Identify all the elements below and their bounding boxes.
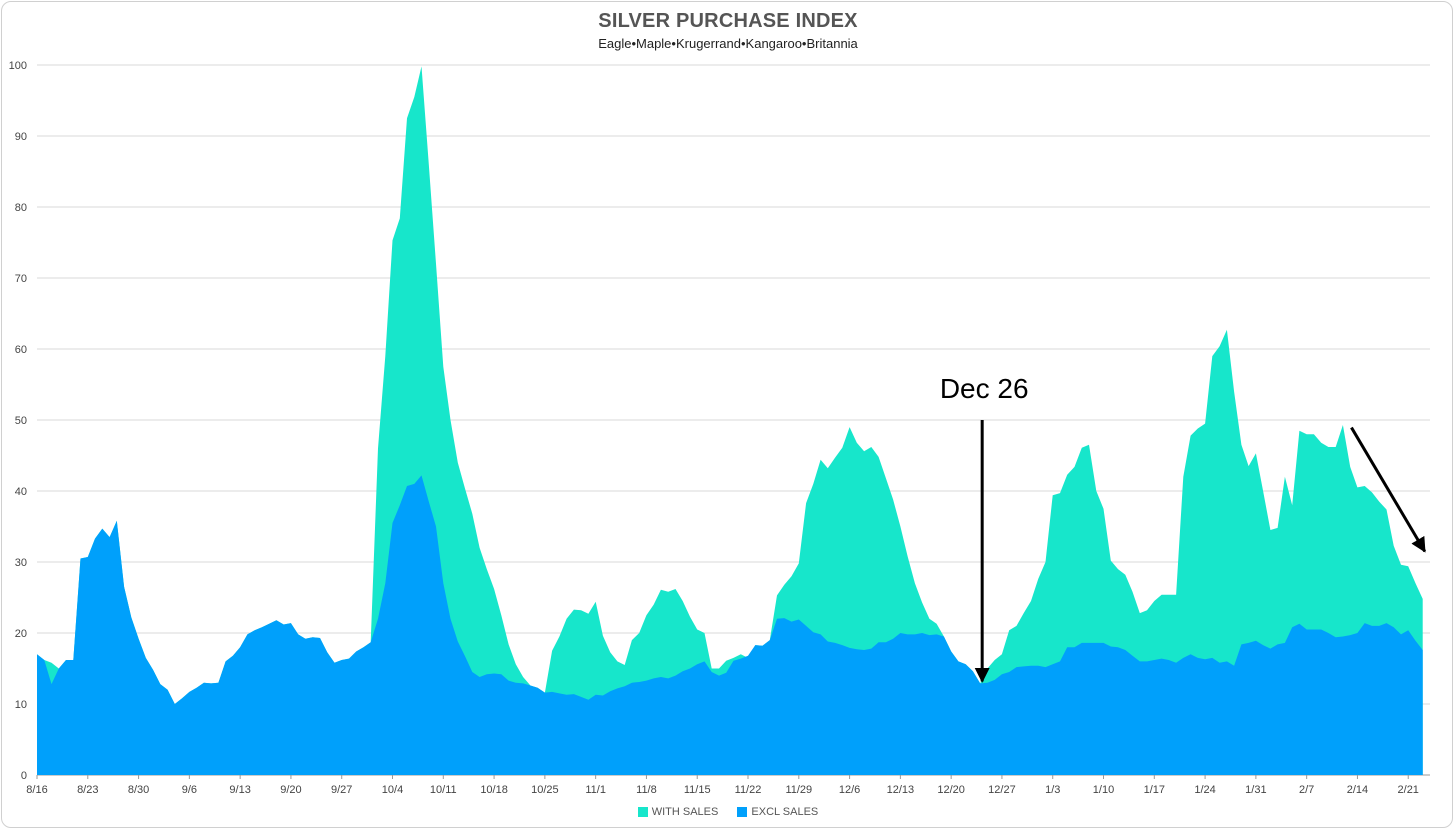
x-tick-label: 8/30 [128,784,149,796]
legend-item-with-sales: WITH SALES [637,806,719,818]
legend-swatch-excl-sales [737,807,748,817]
y-tick-label: 30 [15,557,27,569]
y-tick-label: 90 [15,131,27,143]
legend-label-excl-sales: EXCL SALES [751,806,819,818]
legend-swatch-with-sales [637,807,648,817]
x-tick-label: 1/3 [1045,784,1060,796]
x-tick-label: 12/27 [988,784,1016,796]
x-tick-label: 8/23 [77,784,98,796]
x-tick-label: 10/18 [480,784,508,796]
x-tick-label: 10/11 [430,784,457,796]
chart-subtitle: Eagle•Maple•Krugerrand•Kangaroo•Britanni… [598,36,858,51]
legend-item-excl-sales: EXCL SALES [737,806,818,818]
x-tick-label: 1/17 [1144,784,1165,796]
x-tick-label: 12/20 [937,784,965,796]
x-tick-label: 11/29 [785,784,812,796]
area-series-excl-sales [37,475,1423,775]
x-tick-label: 11/22 [735,784,762,796]
x-tick-label: 10/4 [382,784,403,796]
y-tick-label: 20 [15,628,27,640]
trend-arrow [1350,426,1427,553]
chart-title: SILVER PURCHASE INDEX [598,10,858,32]
chart-legend: WITH SALES EXCL SALES [0,806,1456,820]
x-tick-label: 11/15 [684,784,711,796]
x-tick-label: 11/1 [585,784,606,796]
y-tick-label: 80 [15,202,27,214]
x-tick-label: 2/7 [1299,784,1314,796]
legend-label-with-sales: WITH SALES [651,806,719,818]
x-tick-label: 9/20 [280,784,301,796]
x-tick-label: 10/25 [531,784,559,796]
y-tick-label: 100 [9,60,27,72]
x-tick-label: 9/27 [331,784,352,796]
y-tick-label: 0 [21,770,27,782]
x-tick-label: 9/6 [182,784,197,796]
y-tick-label: 10 [15,699,27,711]
y-tick-label: 40 [15,486,27,498]
x-tick-label: 12/6 [839,784,860,796]
x-tick-label: 8/16 [26,784,47,796]
x-tick-label: 2/14 [1347,784,1368,796]
y-tick-label: 60 [15,344,27,356]
x-tick-label: 2/21 [1398,784,1419,796]
y-tick-label: 50 [15,415,27,427]
x-tick-label: 12/13 [887,784,915,796]
x-tick-label: 9/13 [229,784,250,796]
y-tick-label: 70 [15,273,27,285]
x-tick-label: 1/24 [1194,784,1215,796]
x-tick-label: 1/31 [1245,784,1266,796]
x-tick-label: 1/10 [1093,784,1114,796]
x-tick-label: 11/8 [636,784,657,796]
annotation-label: Dec 26 [940,373,1029,404]
